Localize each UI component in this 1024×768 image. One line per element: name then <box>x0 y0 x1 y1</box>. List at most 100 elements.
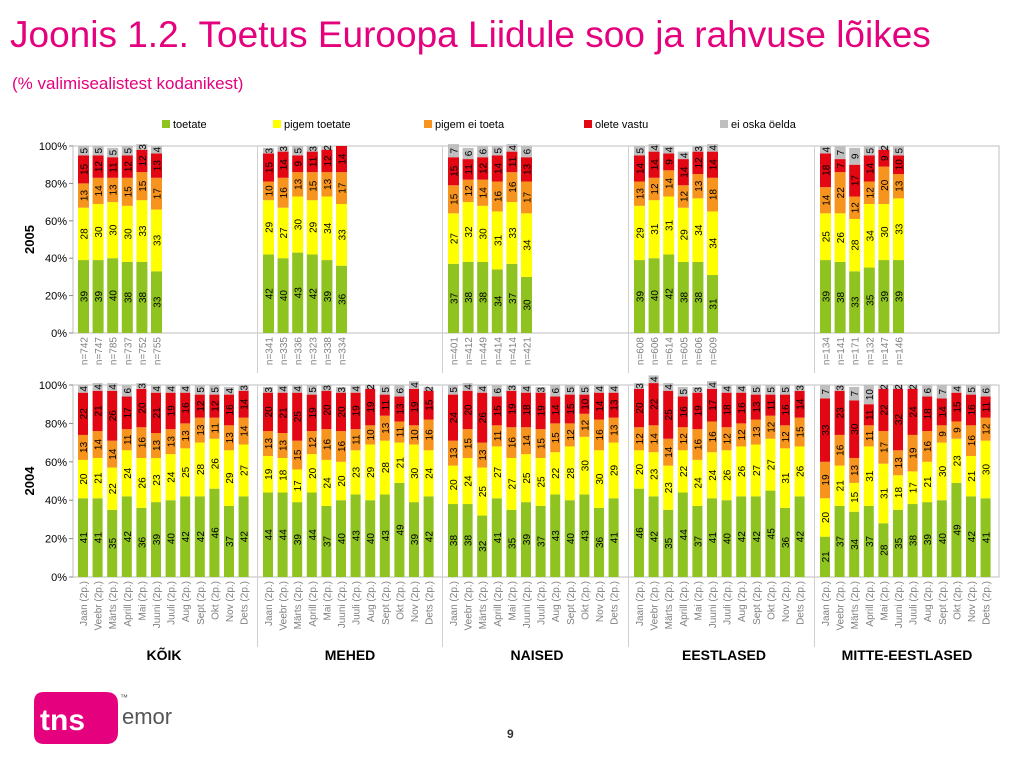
bar-segment <box>409 381 419 389</box>
bar-segment <box>849 218 861 272</box>
category-label: n=755 <box>153 337 164 366</box>
data-label: 33 <box>851 296 862 308</box>
data-label: 13 <box>225 432 236 444</box>
bar-segment <box>535 392 546 430</box>
category-label: Aprill (2p.) <box>493 581 504 627</box>
bar-segment <box>263 254 274 333</box>
data-label: 7 <box>938 389 949 395</box>
data-label: 27 <box>493 466 504 478</box>
data-label: 4 <box>352 386 363 392</box>
bar-segment <box>306 254 318 333</box>
data-label: 31 <box>709 298 720 310</box>
bar-segment <box>477 261 489 333</box>
y-tick-label: 0% <box>51 572 67 584</box>
bar-segment <box>951 385 962 393</box>
bar-segment <box>238 385 249 391</box>
bar-segment <box>736 385 747 393</box>
data-label: 29 <box>636 227 647 239</box>
data-label: 14 <box>522 435 533 447</box>
legend-item: toetate <box>162 119 207 131</box>
y-tick-label: 80% <box>45 178 67 190</box>
data-label: 20 <box>880 179 891 191</box>
bar-segment <box>863 385 874 405</box>
bar-segment <box>306 492 317 577</box>
data-label: 38 <box>909 535 920 547</box>
data-label: 38 <box>449 535 460 547</box>
data-label: 3 <box>337 387 348 393</box>
bar-segment <box>448 465 458 505</box>
category-label: n=141 <box>836 337 847 366</box>
data-label: 12 <box>694 157 705 169</box>
bar-segment <box>165 500 176 577</box>
y-tick-label: 60% <box>45 457 67 469</box>
bar-segment <box>692 198 704 262</box>
data-label: 4 <box>709 145 720 151</box>
data-label: 26 <box>137 477 148 489</box>
data-label: 24 <box>693 477 704 489</box>
data-label: 22 <box>650 398 661 410</box>
data-label: 14 <box>665 177 676 189</box>
bar-segment <box>365 444 376 501</box>
data-label: 37 <box>836 535 847 547</box>
data-label: 41 <box>610 532 621 544</box>
data-label: 20 <box>337 475 348 487</box>
bar-segment <box>521 146 532 158</box>
data-label: 22 <box>679 465 690 477</box>
category-label: Jaan (2p.) <box>449 581 460 626</box>
bar-segment <box>677 151 689 160</box>
data-label: 3 <box>265 147 276 153</box>
legend-item: ei oska öelda <box>720 119 797 131</box>
bar-segment <box>136 144 148 150</box>
category-label: Mai (2p.) <box>322 581 333 620</box>
bar-segment <box>907 388 918 435</box>
data-label: 4 <box>595 386 606 392</box>
data-label: 5 <box>196 387 207 393</box>
bar-segment <box>306 172 318 201</box>
bar-segment <box>336 431 346 462</box>
data-label: 16 <box>225 404 236 416</box>
data-label: 23 <box>650 468 661 480</box>
bar-segment <box>677 159 689 186</box>
y-tick-label: 20% <box>45 534 67 546</box>
data-label: 39 <box>522 534 533 546</box>
data-label: 10 <box>366 429 377 441</box>
bar-segment <box>820 187 831 214</box>
category-label: n=334 <box>338 337 349 366</box>
data-label: 14 <box>493 162 504 174</box>
bar-segment <box>878 388 889 432</box>
data-label: 36 <box>137 536 148 548</box>
bar-segment <box>922 461 933 503</box>
bar-segment <box>194 496 205 577</box>
data-label: 14 <box>338 153 349 165</box>
y-tick-label: 40% <box>45 495 67 507</box>
data-label: 12 <box>123 161 134 173</box>
bar-segment <box>765 490 776 577</box>
bar-segment <box>922 502 933 577</box>
bar-segment <box>878 260 890 333</box>
bar-segment <box>506 172 518 203</box>
bar-segment <box>336 172 347 204</box>
data-label: 7 <box>836 162 847 168</box>
data-label: 4 <box>279 386 290 392</box>
bar-segment <box>448 263 459 333</box>
data-label: 23 <box>152 474 163 486</box>
bar-segment <box>292 502 303 577</box>
data-label: 13 <box>294 178 305 190</box>
category-label: Dets (2p.) <box>982 581 993 625</box>
data-label: 26 <box>836 232 847 244</box>
category-label: Veebr (2p.) <box>94 581 105 630</box>
legend-swatch <box>584 120 592 128</box>
bar-segment <box>780 394 790 426</box>
data-label: 14 <box>279 159 290 171</box>
bar-segment <box>765 438 776 491</box>
data-label: 13 <box>395 403 406 415</box>
data-label: 3 <box>635 383 646 389</box>
bar-segment <box>951 438 962 483</box>
bar-segment <box>350 450 361 495</box>
data-label: 15 <box>551 432 562 444</box>
data-label: 28 <box>851 239 862 251</box>
data-label: 29 <box>366 466 377 478</box>
data-label: 16 <box>337 440 348 452</box>
data-label: 31 <box>493 234 504 246</box>
data-label: 2 <box>880 145 891 151</box>
